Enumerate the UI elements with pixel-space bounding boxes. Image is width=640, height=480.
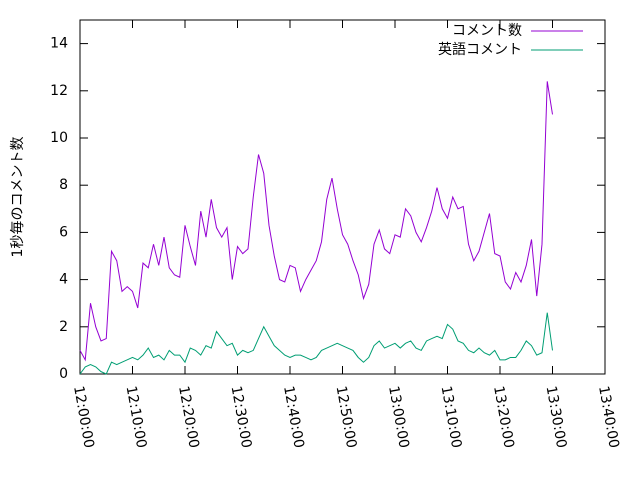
y-tick-label: 0 bbox=[59, 366, 68, 382]
legend-label: 英語コメント bbox=[438, 41, 522, 58]
x-tick-label: 12:10:00 bbox=[123, 385, 150, 450]
x-tick-label: 13:10:00 bbox=[438, 385, 465, 450]
x-tick-label: 12:30:00 bbox=[228, 385, 255, 450]
series-line bbox=[79, 81, 553, 362]
x-tick-label: 13:00:00 bbox=[385, 385, 412, 450]
series-line bbox=[79, 312, 553, 375]
y-axis-label: 1秒毎のコメント数 bbox=[10, 137, 26, 258]
x-tick-label: 13:20:00 bbox=[490, 385, 517, 450]
legend-label: コメント数 bbox=[452, 23, 522, 39]
y-tick-label: 8 bbox=[59, 177, 68, 193]
y-tick-label: 14 bbox=[50, 36, 68, 52]
y-tick-label: 12 bbox=[50, 83, 68, 99]
x-tick-label: 13:40:00 bbox=[595, 385, 622, 450]
x-tick-label: 12:20:00 bbox=[175, 385, 202, 450]
y-tick-label: 10 bbox=[50, 130, 68, 146]
x-tick-label: 12:00:00 bbox=[70, 385, 97, 450]
x-tick-label: 13:30:00 bbox=[543, 385, 570, 450]
y-tick-label: 6 bbox=[59, 224, 68, 240]
y-tick-label: 2 bbox=[59, 319, 68, 335]
x-tick-label: 12:40:00 bbox=[280, 385, 307, 450]
x-tick-label: 12:50:00 bbox=[333, 385, 360, 450]
y-tick-label: 4 bbox=[59, 272, 68, 288]
plot-frame bbox=[79, 19, 606, 375]
